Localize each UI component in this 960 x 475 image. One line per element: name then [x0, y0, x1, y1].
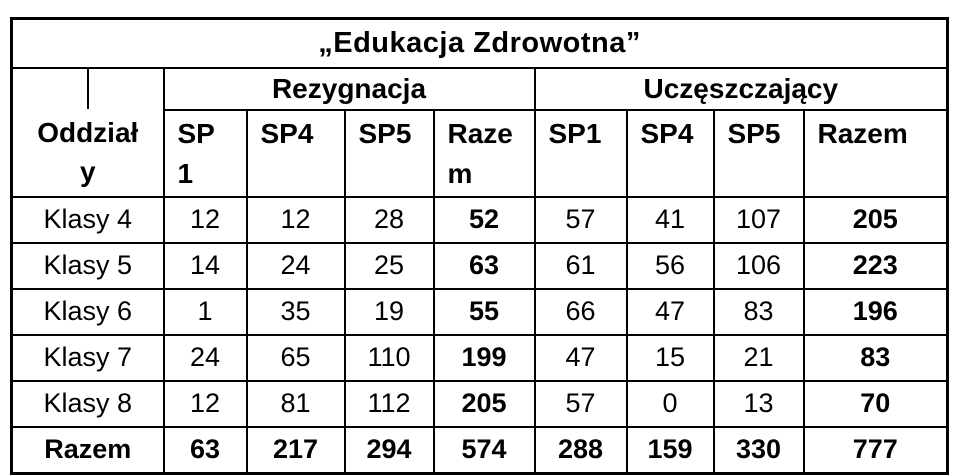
totals-row: Razem 63 217 294 574 288 159 330 777	[10, 425, 949, 474]
column-header-line: Razem	[817, 118, 908, 149]
subtotal-cell: 205	[802, 195, 949, 244]
column-header-line: m	[447, 157, 473, 189]
total-cell: 217	[245, 425, 346, 474]
value-cell: 21	[712, 333, 805, 382]
group-header-rezygnacja: Rezygnacja	[162, 67, 536, 111]
total-cell: 294	[343, 425, 435, 474]
cell-divider-artifact	[86, 69, 89, 109]
value-cell: 14	[162, 241, 248, 290]
column-header-rez-sp4: SP4	[245, 109, 346, 198]
value-cell: 107	[712, 195, 805, 244]
column-header-line: SP1	[548, 118, 602, 149]
subtotal-cell: 205	[432, 379, 536, 428]
value-cell: 0	[625, 379, 715, 428]
column-header-line: SP4	[260, 118, 314, 149]
total-cell: 288	[533, 425, 628, 474]
table-row-klasy-4: Klasy 4 12 12 28 52 57 41 107 205	[10, 195, 949, 244]
group-header-row: Oddział y Rezygnacja Uczęszczający	[10, 67, 949, 198]
total-cell: 777	[802, 425, 949, 474]
row-label: Klasy 5	[10, 241, 165, 290]
column-header-ucz-sp1: SP1	[533, 109, 628, 198]
subtotal-cell: 55	[432, 287, 536, 336]
subtotal-cell: 223	[802, 241, 949, 290]
subtotal-cell: 199	[432, 333, 536, 382]
value-cell: 61	[533, 241, 628, 290]
table-row-klasy-6: Klasy 6 1 35 19 55 66 47 83 196	[10, 287, 949, 336]
row-dimension-label-line1: Oddział	[37, 117, 139, 149]
value-cell: 12	[162, 195, 248, 244]
value-cell: 47	[625, 287, 715, 336]
table-title: „Edukacja Zdrowotna”	[10, 17, 949, 69]
total-cell: 330	[712, 425, 805, 474]
subtotal-cell: 52	[432, 195, 536, 244]
row-dimension-label-line2: y	[79, 156, 96, 188]
subtotal-cell: 196	[802, 287, 949, 336]
value-cell: 19	[343, 287, 435, 336]
value-cell: 35	[245, 287, 346, 336]
group-header-uczeszczajacy: Uczęszczający	[533, 67, 949, 111]
table-row-klasy-8: Klasy 8 12 81 112 205 57 0 13 70	[10, 379, 949, 428]
value-cell: 57	[533, 379, 628, 428]
value-cell: 81	[245, 379, 346, 428]
column-header-line: Raze	[447, 118, 513, 149]
row-label: Klasy 8	[10, 379, 165, 428]
value-cell: 24	[245, 241, 346, 290]
column-header-ucz-sp4: SP4	[625, 109, 715, 198]
subtotal-cell: 83	[802, 333, 949, 382]
value-cell: 25	[343, 241, 435, 290]
value-cell: 65	[245, 333, 346, 382]
row-dimension-header: Oddział y	[10, 67, 165, 198]
value-cell: 41	[625, 195, 715, 244]
column-header-ucz-razem: Razem	[802, 109, 949, 198]
value-cell: 83	[712, 287, 805, 336]
column-header-ucz-sp5: SP5	[712, 109, 805, 198]
value-cell: 106	[712, 241, 805, 290]
edukacja-zdrowotna-table: „Edukacja Zdrowotna” Oddział y Rezygnacj…	[10, 17, 950, 475]
subtotal-cell: 70	[802, 379, 949, 428]
value-cell: 56	[625, 241, 715, 290]
column-header-row: SP 1 SP4 SP5 Raze m SP1 SP4 SP5	[12, 109, 949, 198]
value-cell: 12	[162, 379, 248, 428]
value-cell: 1	[162, 287, 248, 336]
column-header-line: SP5	[358, 118, 412, 149]
table-row-klasy-5: Klasy 5 14 24 25 63 61 56 106 223	[10, 241, 949, 290]
totals-row-label: Razem	[10, 425, 165, 474]
column-header-line: 1	[177, 157, 194, 189]
value-cell: 57	[533, 195, 628, 244]
title-row: „Edukacja Zdrowotna”	[10, 17, 949, 69]
value-cell: 112	[343, 379, 435, 428]
total-cell: 159	[625, 425, 715, 474]
value-cell: 24	[162, 333, 248, 382]
column-header-rez-razem: Raze m	[432, 109, 536, 198]
row-label: Klasy 6	[10, 287, 165, 336]
column-header-rez-sp1: SP 1	[162, 109, 248, 198]
total-cell: 63	[162, 425, 248, 474]
column-header-line: SP4	[640, 118, 694, 149]
column-header-line: SP	[177, 118, 215, 149]
row-label: Klasy 4	[10, 195, 165, 244]
value-cell: 13	[712, 379, 805, 428]
value-cell: 12	[245, 195, 346, 244]
value-cell: 15	[625, 333, 715, 382]
value-cell: 47	[533, 333, 628, 382]
column-header-rez-sp5: SP5	[343, 109, 435, 198]
column-header-line: SP5	[727, 118, 781, 149]
value-cell: 110	[343, 333, 435, 382]
value-cell: 66	[533, 287, 628, 336]
table-row-klasy-7: Klasy 7 24 65 110 199 47 15 21 83	[10, 333, 949, 382]
subtotal-cell: 63	[432, 241, 536, 290]
row-label: Klasy 7	[10, 333, 165, 382]
value-cell: 28	[343, 195, 435, 244]
total-cell: 574	[432, 425, 536, 474]
